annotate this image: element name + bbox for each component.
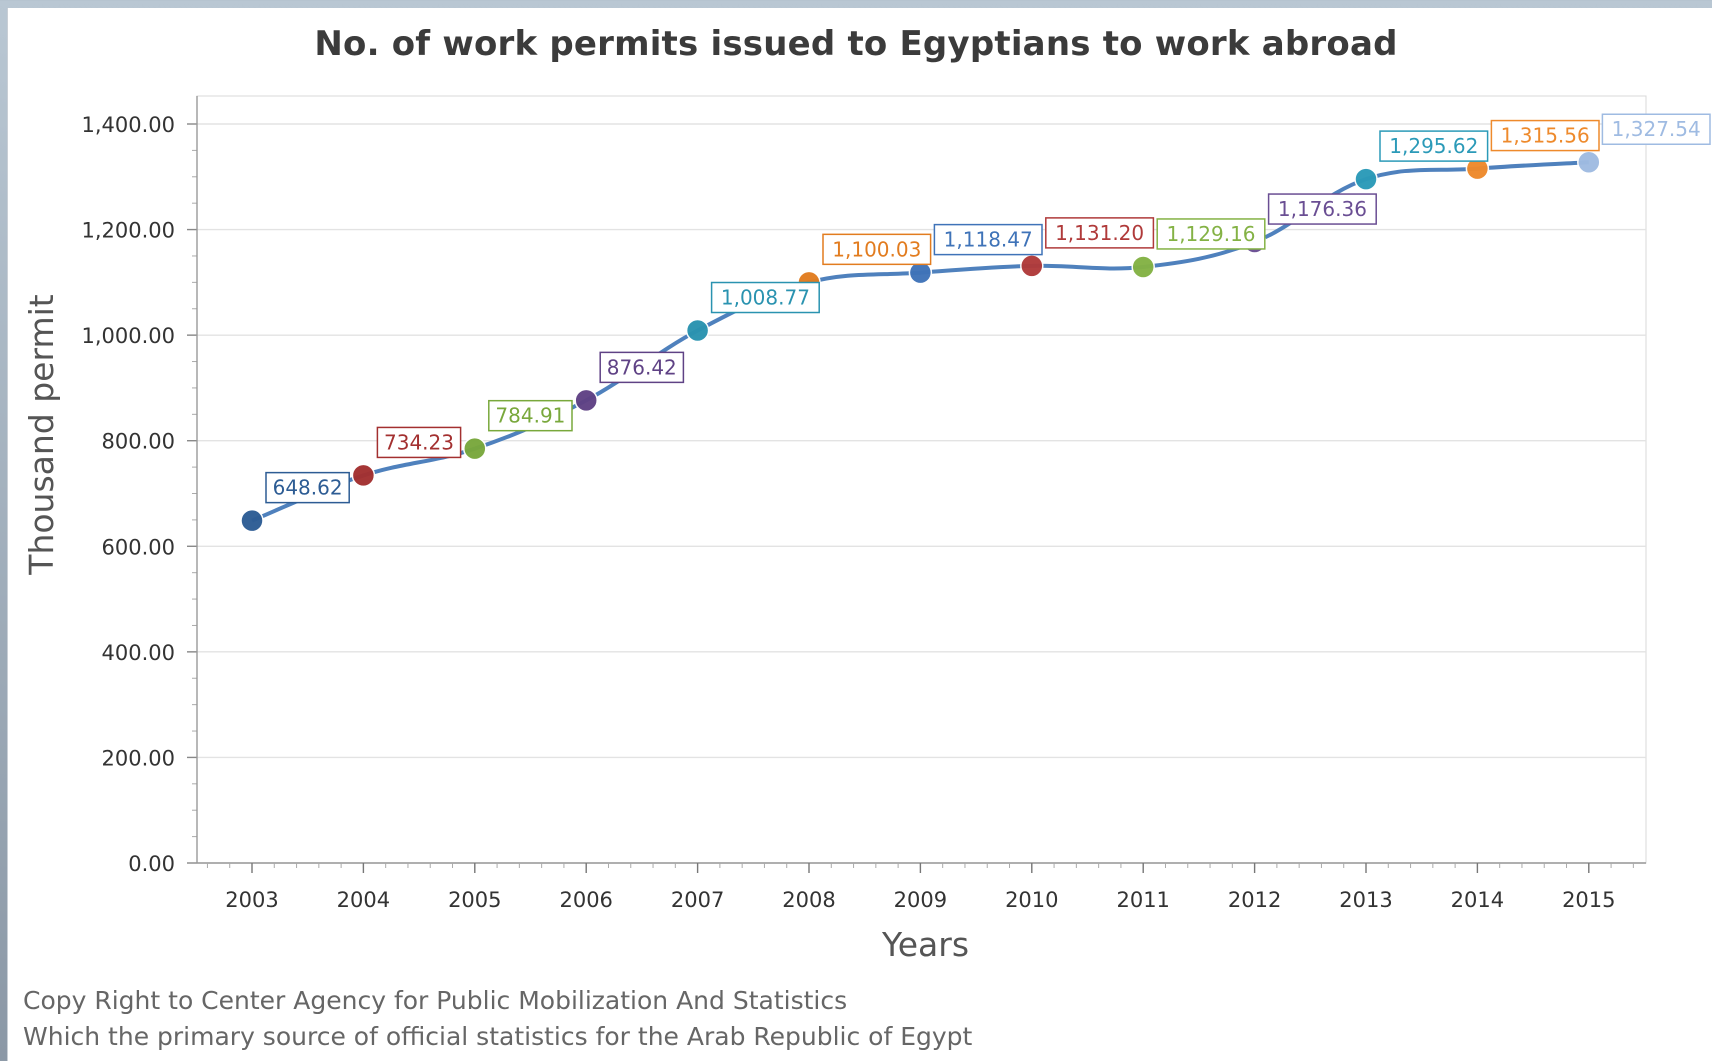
data-label-box: [488, 399, 573, 432]
data-label-box: [265, 471, 350, 504]
data-point[interactable]: [463, 436, 487, 461]
x-tick-label: 2011: [1116, 888, 1169, 912]
y-tick-label: 1,000.00: [81, 324, 175, 348]
data-label: 734.23: [384, 430, 454, 454]
data-label-box: [599, 351, 685, 384]
y-tick-label: 800.00: [102, 430, 175, 454]
data-label: 876.42: [607, 355, 677, 379]
y-tick-label: 400.00: [102, 641, 175, 665]
x-tick-label: 2005: [448, 888, 501, 912]
data-label-box: [1045, 217, 1155, 249]
data-label: 1,295.62: [1389, 134, 1478, 158]
series-line: [251, 160, 1589, 523]
data-point[interactable]: [351, 463, 376, 488]
y-axis-title: Thousand permit: [22, 294, 61, 575]
y-tick-label: 1,200.00: [81, 219, 175, 243]
data-label: 1,008.77: [721, 286, 810, 310]
x-tick-label: 2007: [671, 888, 724, 912]
data-point[interactable]: [574, 388, 598, 413]
footer-source-note: Which the primary source of official sta…: [23, 1022, 973, 1051]
x-tick-label: 2008: [782, 888, 835, 912]
x-tick-label: 2012: [1228, 888, 1281, 912]
x-tick-label: 2003: [225, 888, 278, 912]
x-tick-label: 2006: [559, 888, 612, 912]
data-label-box: [1156, 218, 1266, 250]
data-point[interactable]: [1354, 167, 1378, 191]
data-point[interactable]: [1131, 255, 1155, 279]
data-point[interactable]: [1020, 254, 1044, 278]
data-label: 1,118.47: [944, 228, 1033, 252]
x-axis-title: Years: [881, 925, 969, 964]
footer-copyright: Copy Right to Center Agency for Public M…: [23, 986, 848, 1015]
data-label-box: [1267, 193, 1377, 225]
data-label: 648.62: [273, 476, 343, 500]
data-label: 784.91: [495, 404, 565, 428]
data-point[interactable]: [685, 318, 710, 343]
data-label: 1,129.16: [1166, 222, 1255, 246]
plot-area: [196, 95, 1647, 864]
y-tick-label: 1,400.00: [81, 113, 175, 137]
data-label-box: [710, 281, 820, 314]
data-label: 1,176.36: [1278, 197, 1367, 221]
x-tick-label: 2004: [337, 888, 390, 912]
x-tick-label: 2009: [894, 888, 947, 912]
data-label-box: [933, 223, 1043, 256]
data-label-box: [1601, 113, 1711, 145]
chart-title: No. of work permits issued to Egyptians …: [314, 24, 1398, 64]
data-label: 1,327.54: [1612, 117, 1701, 141]
data-point[interactable]: [1577, 150, 1601, 174]
chart-panel: [7, 8, 1712, 1061]
data-label-box: [1379, 130, 1489, 162]
x-tick-label: 2010: [1005, 888, 1058, 912]
data-label: 1,100.03: [832, 237, 921, 261]
y-tick-label: 0.00: [128, 852, 175, 876]
data-label-box: [376, 426, 462, 459]
data-label-box: [1490, 119, 1600, 152]
data-label: 1,131.20: [1055, 221, 1144, 245]
x-tick-label: 2015: [1562, 888, 1615, 912]
data-point[interactable]: [240, 508, 264, 533]
y-tick-label: 200.00: [102, 746, 175, 770]
y-tick-label: 600.00: [102, 535, 175, 559]
data-label-box: [822, 233, 932, 266]
x-tick-label: 2013: [1339, 888, 1392, 912]
x-tick-label: 2014: [1451, 888, 1504, 912]
data-label: 1,315.56: [1501, 124, 1590, 148]
